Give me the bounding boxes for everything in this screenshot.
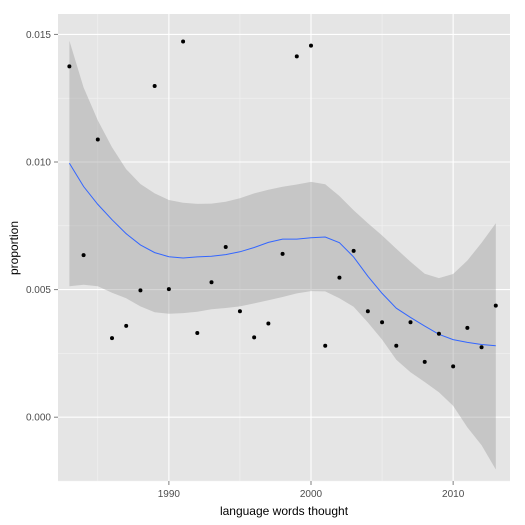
data-point: [124, 323, 129, 328]
smoother-line-layer: [68, 163, 496, 347]
y-axis-title: proportion: [7, 221, 21, 275]
x-axis-title: language words thought: [220, 504, 349, 518]
points-layer: [67, 39, 498, 369]
data-point: [436, 331, 441, 336]
data-point: [451, 364, 456, 369]
data-point: [138, 288, 143, 293]
data-point: [152, 83, 157, 88]
data-point: [365, 309, 370, 314]
data-point: [280, 251, 285, 256]
data-point: [380, 320, 385, 325]
data-point: [110, 336, 115, 341]
minor-gridlines: [58, 14, 510, 482]
data-point: [465, 325, 470, 330]
data-point: [166, 287, 171, 292]
smoother-line: [68, 163, 496, 347]
data-point: [181, 39, 186, 44]
y-axis: 0.000 0.005 0.010 0.015: [26, 30, 58, 424]
y-tick-label: 0.005: [26, 285, 51, 296]
x-axis: 1990 2000 2010: [158, 481, 465, 500]
data-point: [394, 343, 399, 348]
data-point: [67, 64, 72, 69]
y-tick-label: 0.010: [26, 158, 51, 169]
data-point: [479, 345, 484, 350]
data-point: [323, 343, 328, 348]
major-gridlines: [58, 14, 510, 481]
x-tick-label: 1990: [158, 489, 181, 500]
y-tick-label: 0.000: [26, 413, 51, 424]
data-point: [81, 253, 86, 258]
data-point: [209, 280, 214, 285]
x-tick-label: 2010: [442, 489, 465, 500]
data-point: [294, 54, 299, 59]
data-point: [223, 244, 228, 249]
data-point: [95, 137, 100, 142]
y-tick-label: 0.015: [26, 30, 51, 41]
data-point: [309, 43, 314, 48]
data-point: [266, 321, 271, 326]
data-point: [351, 248, 356, 253]
data-point: [408, 320, 413, 325]
data-point: [493, 303, 498, 308]
data-point: [195, 330, 200, 335]
data-point: [422, 359, 427, 364]
data-point: [237, 309, 242, 314]
data-point: [252, 335, 257, 340]
plot-panel: [58, 14, 510, 481]
data-point: [337, 275, 342, 280]
x-tick-label: 2000: [300, 489, 323, 500]
